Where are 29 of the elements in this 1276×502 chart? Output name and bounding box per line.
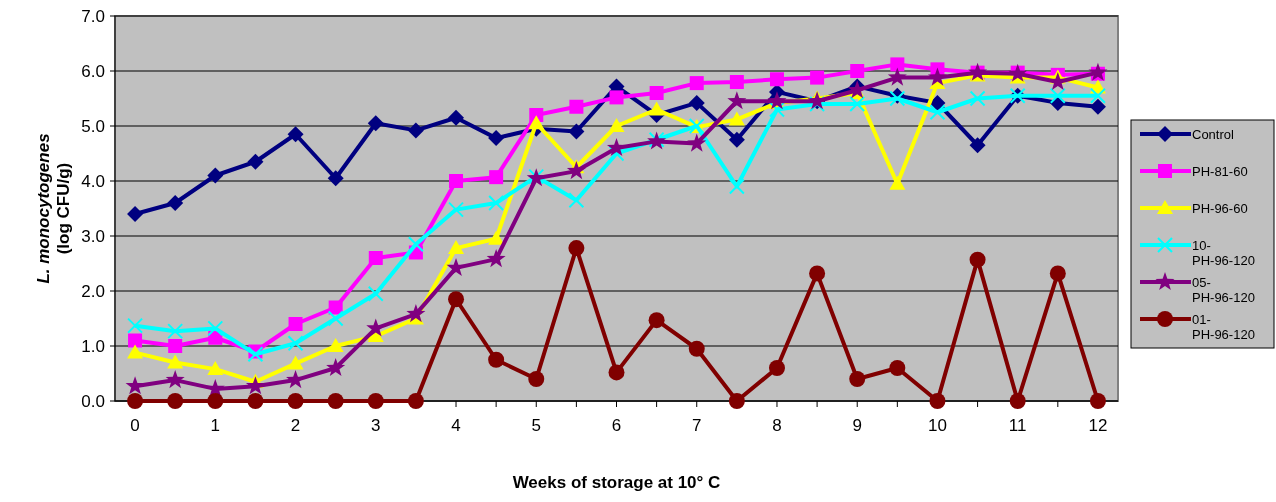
y-axis-title: L. monocytogenes (log CFU/g) bbox=[33, 133, 73, 284]
y-tick-label: 5.0 bbox=[81, 116, 105, 136]
x-tick-label: 10 bbox=[928, 416, 947, 435]
x-tick-label: 8 bbox=[772, 416, 782, 435]
y-tick-label: 7.0 bbox=[81, 6, 105, 26]
x-tick-label: 9 bbox=[852, 416, 862, 435]
x-tick-label: 2 bbox=[290, 416, 301, 435]
legend-label: 05-PH-96-120 bbox=[1192, 275, 1255, 305]
y-tick-label: 4.0 bbox=[81, 171, 105, 191]
y-tick-label: 0.0 bbox=[81, 391, 105, 411]
legend-label: PH-81-60 bbox=[1192, 164, 1248, 179]
x-tick-label: 12 bbox=[1088, 416, 1108, 435]
y-tick-label: 2.0 bbox=[81, 281, 105, 301]
legend-label: PH-96-60 bbox=[1192, 201, 1248, 216]
y-tick-label: 6.0 bbox=[81, 61, 105, 81]
x-axis-title: Weeks of storage at 10° C bbox=[512, 473, 721, 492]
x-tick-label: 1 bbox=[210, 416, 221, 435]
legend-label: 10-PH-96-120 bbox=[1192, 238, 1255, 268]
legend-label: 01-PH-96-120 bbox=[1192, 312, 1255, 342]
y-tick-label: 3.0 bbox=[81, 226, 105, 246]
y-tick-label: 1.0 bbox=[81, 336, 105, 356]
legend-label: Control bbox=[1192, 127, 1235, 142]
x-tick-label: 7 bbox=[692, 416, 702, 435]
x-tick-label: 4 bbox=[451, 416, 461, 435]
x-tick-label: 3 bbox=[371, 416, 381, 435]
x-tick-label: 5 bbox=[531, 416, 541, 435]
x-tick-label: 0 bbox=[130, 416, 140, 435]
x-tick-label: 11 bbox=[1008, 416, 1027, 435]
x-tick-label: 6 bbox=[611, 416, 622, 435]
